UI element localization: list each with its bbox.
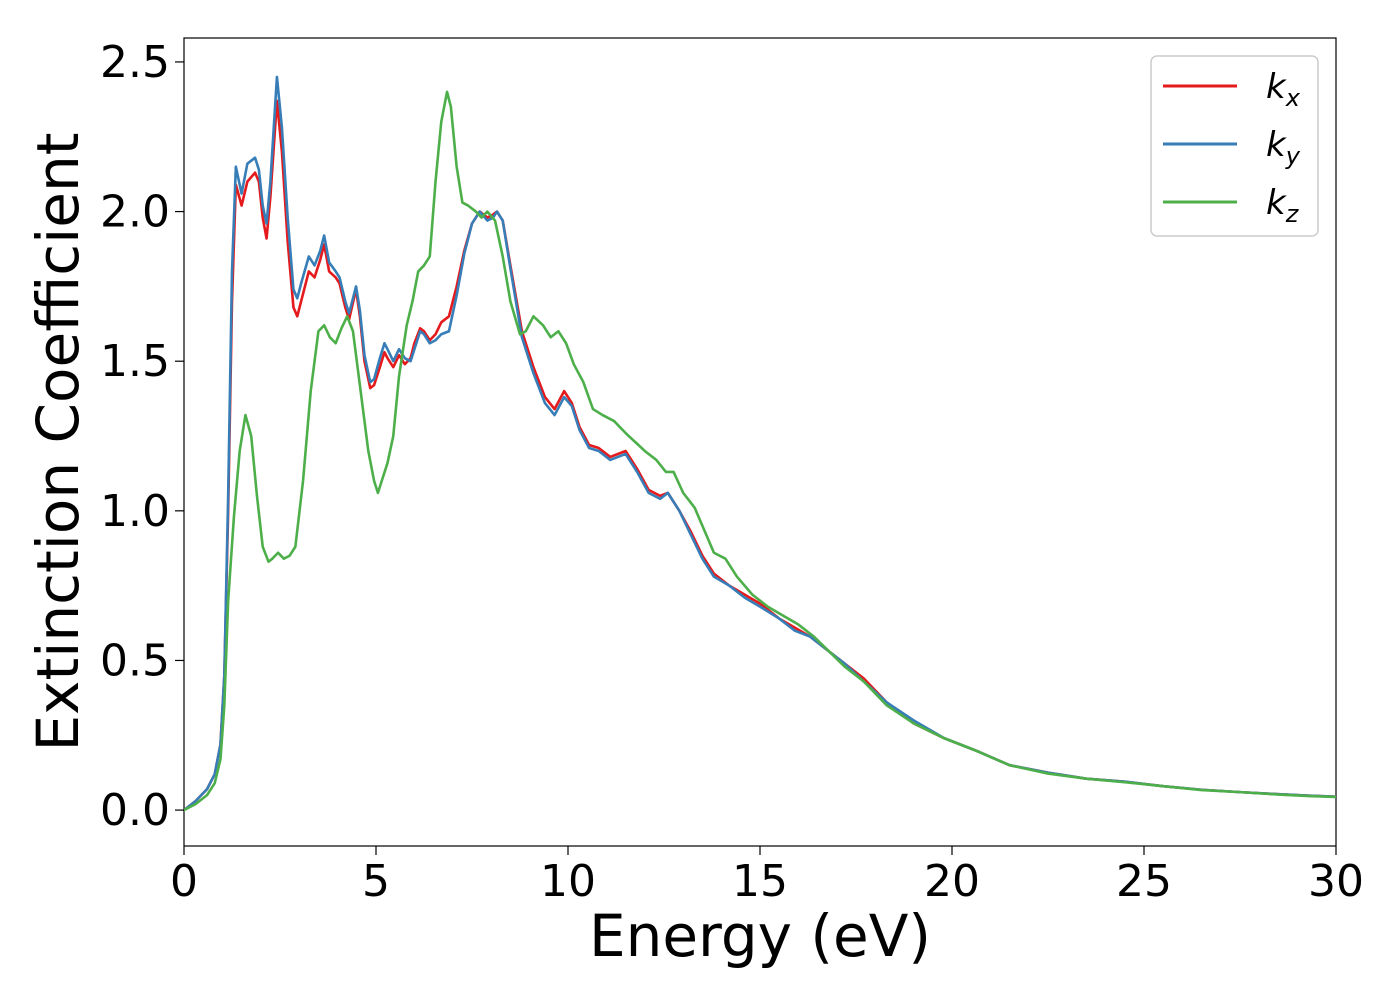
x-axis: 0 5 10 15 20 25 30 xyxy=(170,846,1364,907)
y-tick-label: 2.5 xyxy=(100,37,170,88)
legend-label-ky: ky xyxy=(1266,125,1301,170)
y-axis: 0.0 0.5 1.0 1.5 2.0 2.5 xyxy=(100,37,184,836)
series-layer xyxy=(184,75,1336,812)
x-tick-label: 0 xyxy=(170,856,198,907)
x-tick-label: 5 xyxy=(362,856,390,907)
legend-box xyxy=(1150,55,1319,237)
x-tick-label: 20 xyxy=(924,856,980,907)
y-tick-label: 2.0 xyxy=(100,187,170,238)
y-tick-label: 0.5 xyxy=(100,635,170,686)
legend-label-kx: kx xyxy=(1266,67,1301,112)
x-tick-label: 25 xyxy=(1116,856,1172,907)
y-tick-label: 1.5 xyxy=(100,336,170,387)
legend: kx ky kz xyxy=(1150,55,1319,237)
x-tick-label: 30 xyxy=(1308,856,1364,907)
series-line-kz xyxy=(184,90,1336,812)
y-tick-label: 0.0 xyxy=(100,785,170,836)
legend-label-kz: kz xyxy=(1266,183,1300,228)
y-axis-title: Extinction Coefficient xyxy=(24,133,92,752)
y-tick-label: 1.0 xyxy=(100,486,170,537)
x-axis-title: Energy (eV) xyxy=(589,902,931,970)
x-tick-label: 10 xyxy=(540,856,596,907)
x-tick-label: 15 xyxy=(732,856,788,907)
series-line-ky xyxy=(184,75,1336,812)
